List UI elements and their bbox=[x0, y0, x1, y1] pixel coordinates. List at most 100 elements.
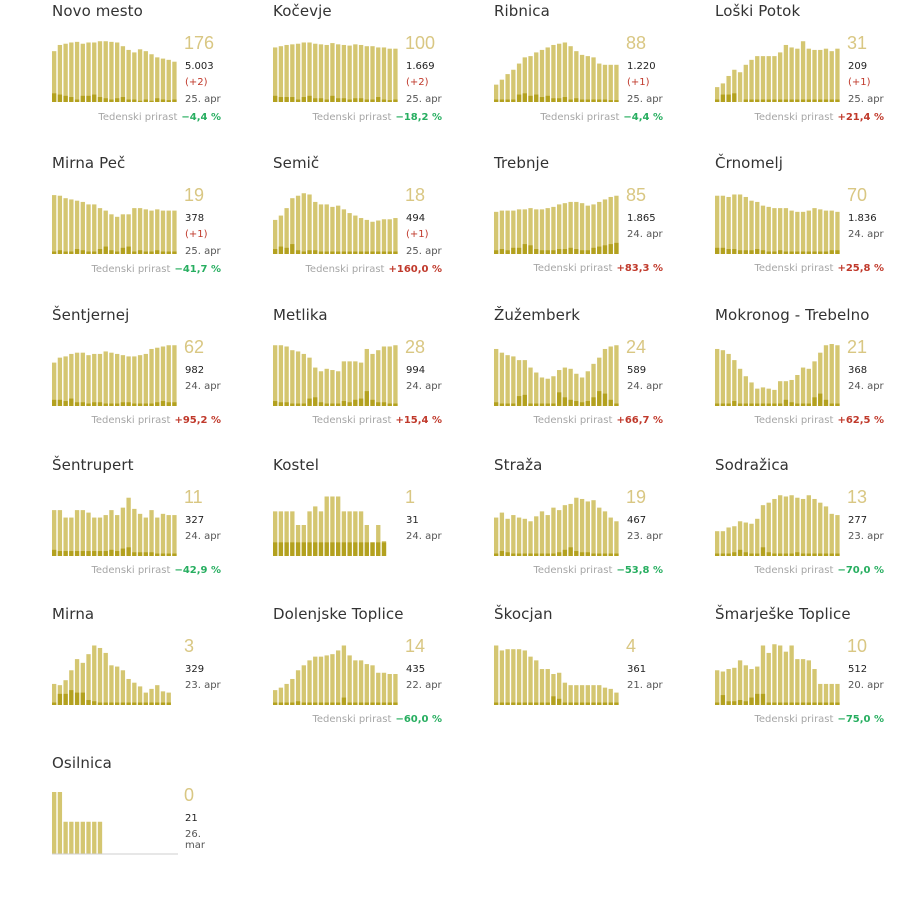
active-cases-bar bbox=[290, 350, 295, 406]
active-cases-bar bbox=[800, 659, 806, 705]
active-cases-bar bbox=[74, 352, 80, 406]
new-cases-bar bbox=[301, 542, 306, 556]
new-cases-bar bbox=[715, 403, 720, 406]
active-cases-bar bbox=[766, 206, 771, 254]
last-update-date: 23. apr bbox=[848, 531, 884, 542]
new-cases-bar bbox=[376, 251, 381, 254]
active-cases-bar bbox=[318, 371, 324, 406]
active-cases-bar bbox=[608, 346, 613, 406]
new-cases-bar bbox=[562, 397, 568, 406]
active-cases-bar bbox=[579, 685, 585, 705]
cases-bar-chart bbox=[715, 495, 840, 556]
new-cases-bar bbox=[806, 99, 811, 102]
active-cases-bar bbox=[137, 208, 143, 254]
active-cases-bar bbox=[585, 56, 590, 102]
active-cases-bar bbox=[86, 654, 91, 705]
active-cases-bar bbox=[800, 41, 806, 102]
active-cases-bar bbox=[69, 670, 74, 705]
new-cases-bar bbox=[376, 97, 381, 102]
active-cases-bar bbox=[579, 377, 585, 406]
active-cases-bar bbox=[755, 56, 760, 102]
weekly-growth-value: +62,5 % bbox=[837, 415, 884, 426]
new-cases-bar bbox=[528, 95, 533, 102]
active-cases-bar bbox=[568, 46, 573, 102]
new-cases-bar bbox=[324, 99, 329, 102]
weekly-growth-value: −75,0 % bbox=[837, 714, 884, 725]
new-cases-bar bbox=[330, 95, 335, 102]
municipality-card: Mirna 3 329 23. apr bbox=[0, 603, 221, 753]
new-cases-bar bbox=[358, 542, 364, 556]
active-cases-bar bbox=[829, 210, 834, 254]
active-cases-bar bbox=[336, 371, 341, 406]
cases-bar-chart bbox=[494, 497, 619, 556]
active-cases-bar bbox=[726, 353, 731, 406]
active-cases-bar bbox=[772, 208, 777, 254]
new-cases-bar bbox=[522, 553, 527, 556]
new-cases-bar bbox=[172, 251, 177, 254]
new-cases-bar bbox=[63, 693, 68, 705]
active-cases-bar bbox=[301, 525, 306, 556]
new-cases-bar bbox=[370, 399, 375, 406]
daily-delta: (+1) bbox=[185, 229, 208, 240]
new-cases-bar bbox=[579, 402, 585, 406]
active-cases-bar bbox=[370, 221, 375, 254]
new-cases-bar bbox=[353, 98, 358, 102]
active-cases-bar bbox=[789, 210, 794, 254]
active-cases-bar bbox=[57, 792, 63, 854]
new-cases-bar bbox=[92, 251, 97, 254]
active-cases-bar bbox=[74, 659, 80, 705]
active-cases-bar bbox=[772, 56, 777, 102]
active-cases-bar bbox=[387, 219, 392, 254]
total-cases-number: 329 bbox=[185, 664, 205, 675]
new-cases-bar bbox=[539, 702, 545, 705]
active-cases-bar bbox=[86, 821, 91, 854]
new-cases-bar bbox=[505, 552, 510, 556]
active-cases-bar bbox=[608, 64, 613, 102]
active-cases-bar bbox=[172, 515, 177, 556]
active-cases-bar bbox=[109, 510, 114, 556]
active-cases-bar bbox=[63, 356, 68, 406]
active-cases-bar bbox=[539, 669, 545, 705]
active-cases-bar bbox=[278, 215, 284, 254]
new-cases-bar bbox=[737, 700, 743, 705]
weekly-growth-label: Tedenski prirast bbox=[754, 714, 834, 725]
new-cases-bar bbox=[143, 403, 148, 406]
new-cases-bar bbox=[318, 402, 324, 406]
active-cases-bar bbox=[562, 682, 568, 705]
weekly-growth-label: Tedenski prirast bbox=[754, 565, 834, 576]
new-cases-bar bbox=[760, 547, 766, 556]
municipality-name: Mokronog - Trebelno bbox=[715, 306, 870, 324]
active-cases-bar bbox=[63, 821, 68, 854]
active-cases-bar bbox=[109, 665, 114, 705]
weekly-growth: Tedenski prirast +21,4 % bbox=[754, 112, 884, 123]
active-cases-bar bbox=[778, 381, 783, 406]
new-cases-bar bbox=[545, 403, 550, 406]
new-cases-bar bbox=[92, 94, 97, 102]
new-cases-bar bbox=[602, 553, 608, 556]
active-cases-bar bbox=[743, 64, 748, 102]
cases-bar-chart bbox=[52, 195, 177, 254]
municipality-name: Osilnica bbox=[52, 754, 112, 772]
weekly-growth: Tedenski prirast +160,0 % bbox=[306, 264, 442, 275]
active-cases-bar bbox=[720, 195, 726, 254]
active-cases-bar bbox=[318, 511, 324, 556]
active-cases-bar bbox=[585, 685, 590, 705]
new-cases-bar bbox=[551, 250, 556, 254]
new-cases-bar bbox=[732, 552, 737, 556]
new-cases-bar bbox=[132, 702, 137, 705]
active-cases-bar bbox=[324, 496, 329, 556]
last-update-date: 23. apr bbox=[185, 680, 221, 691]
new-cases-bar bbox=[137, 100, 143, 102]
active-cases-bar bbox=[278, 46, 284, 102]
active-cases-bar bbox=[516, 63, 522, 102]
active-cases-number: 0 bbox=[184, 785, 195, 805]
municipality-name: Semič bbox=[273, 154, 320, 172]
active-cases-bar bbox=[74, 510, 80, 556]
new-cases-bar bbox=[137, 403, 143, 406]
last-update-date: 24. apr bbox=[627, 229, 663, 240]
weekly-growth: Tedenski prirast −60,0 % bbox=[312, 714, 442, 725]
weekly-growth: Tedenski prirast +62,5 % bbox=[754, 415, 884, 426]
active-cases-bar bbox=[568, 503, 573, 556]
new-cases-bar bbox=[789, 251, 794, 254]
new-cases-bar bbox=[720, 403, 726, 406]
